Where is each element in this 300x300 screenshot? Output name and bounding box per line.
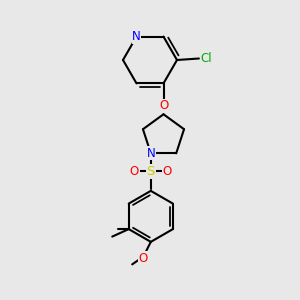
Text: O: O [130, 165, 139, 178]
Text: Cl: Cl [200, 52, 212, 65]
Text: S: S [147, 165, 155, 178]
Text: N: N [132, 30, 141, 43]
Text: Cl: Cl [200, 52, 212, 65]
Text: N: N [146, 147, 155, 160]
Text: O: O [163, 165, 172, 178]
Text: O: O [159, 99, 168, 112]
Text: O: O [139, 252, 148, 265]
